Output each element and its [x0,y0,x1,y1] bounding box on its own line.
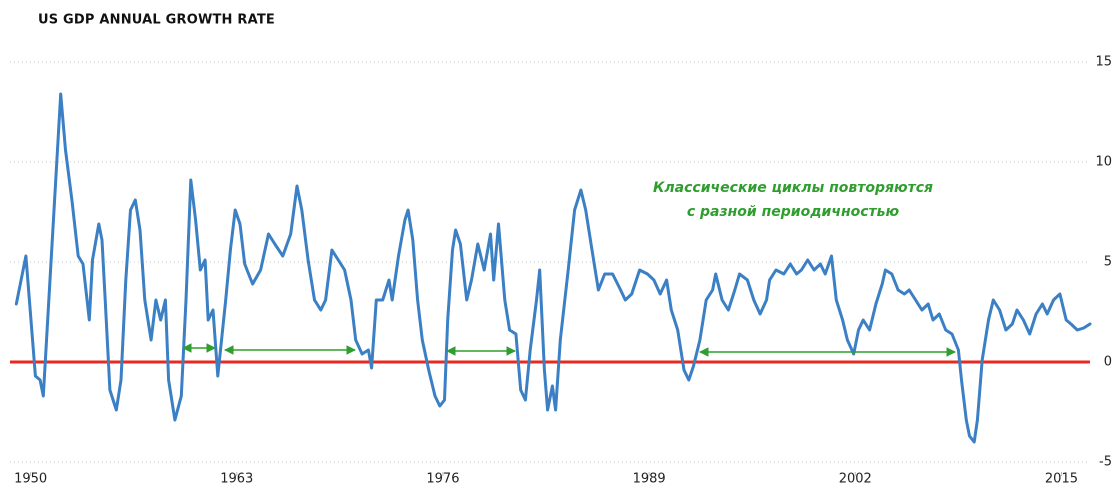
annotation: с разной периодичностью [687,204,900,220]
x-tick-label: 1950 [14,472,47,487]
data-line [14,92,1092,444]
x-tick-label: 1963 [220,472,253,487]
annotation: Классические циклы повторяются [653,180,933,196]
y-tick-label: -5 [1099,455,1112,470]
y-tick-label: 15 [1095,55,1112,70]
y-tick-label: 5 [1104,255,1112,270]
x-tick-label: 2002 [839,472,872,487]
x-tick-label: 1989 [633,472,666,487]
y-tick-label: 0 [1104,355,1112,370]
chart-title: US GDP ANNUAL GROWTH RATE [38,13,275,28]
y-tick-label: 10 [1095,155,1112,170]
x-tick-label: 2015 [1045,472,1078,487]
x-tick-label: 1976 [426,472,459,487]
cycle-arrows [182,343,956,357]
